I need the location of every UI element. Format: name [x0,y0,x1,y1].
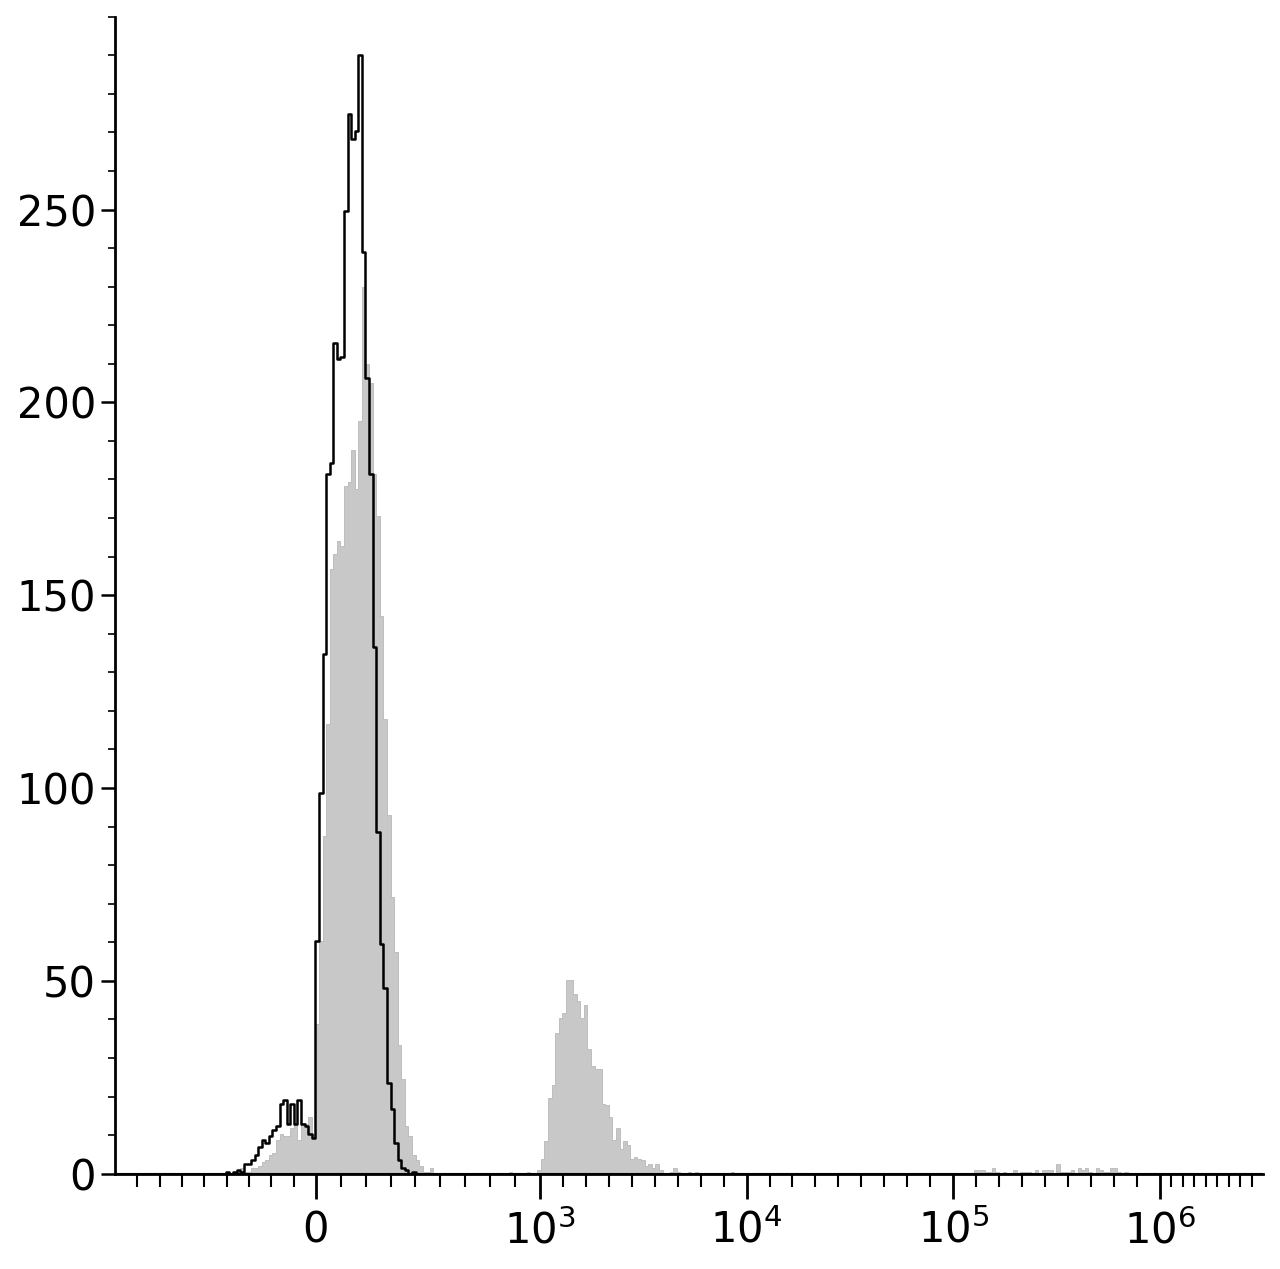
Polygon shape [115,287,1189,1174]
